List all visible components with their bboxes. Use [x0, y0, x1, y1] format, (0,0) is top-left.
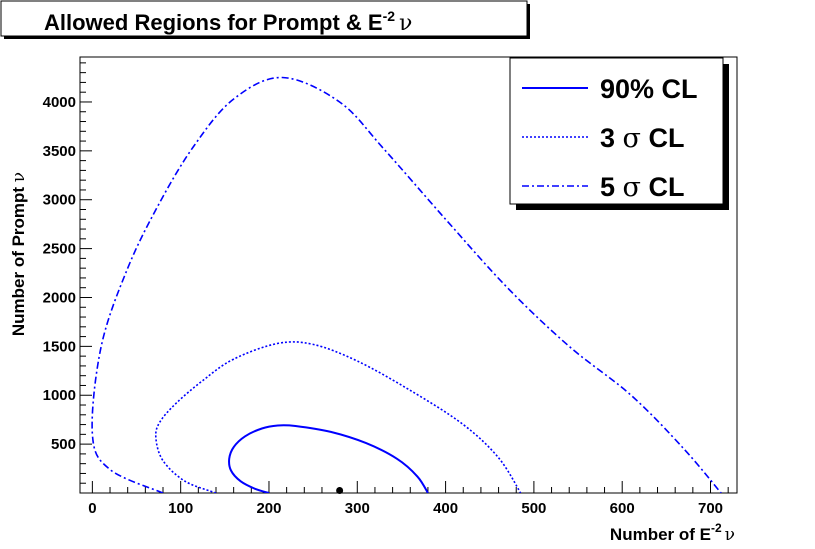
legend-label: 3 σ CL — [600, 123, 684, 154]
marker-layer — [336, 487, 344, 495]
chart-title-box: Allowed Regions for Prompt & E-2 ν — [0, 0, 530, 39]
x-tick-label: 700 — [698, 500, 723, 517]
y-tick-label: 2000 — [43, 289, 76, 306]
x-tick-label: 200 — [256, 500, 281, 517]
x-tick-label: 0 — [88, 500, 96, 517]
y-tick-label: 1500 — [43, 338, 76, 355]
x-tick-label: 400 — [433, 500, 458, 517]
y-axis: 500 1000 1500 2000 2500 3000 3500 4000 — [43, 62, 92, 484]
plot-frame — [79, 56, 738, 494]
x-axis: 0 100 200 300 400 500 600 700 — [88, 481, 729, 517]
sigma3-contour — [154, 341, 522, 493]
x-axis-title: Number of E-2 ν — [610, 521, 735, 545]
y-axis-title: Number of Prompt ν — [9, 172, 29, 336]
legend-label: 90% CL — [600, 74, 698, 104]
cl90-contour — [228, 424, 429, 493]
sigma5-contour — [91, 76, 722, 493]
series-layer — [91, 76, 722, 493]
legend-label: 5 σ CL — [600, 172, 684, 203]
x-tick-label: 600 — [610, 500, 635, 517]
y-tick-label: 4000 — [43, 94, 76, 111]
best-fit-point — [336, 487, 344, 495]
x-tick-label: 300 — [345, 500, 370, 517]
y-tick-label: 3500 — [43, 143, 76, 160]
x-tick-label: 500 — [521, 500, 546, 517]
y-tick-label: 2500 — [43, 241, 76, 258]
legend: 90% CL 3 σ CL 5 σ CL — [509, 57, 729, 210]
x-tick-label: 100 — [168, 500, 193, 517]
y-tick-label: 500 — [51, 436, 76, 453]
chart-title: Allowed Regions for Prompt & E-2 ν — [44, 8, 412, 36]
y-tick-label: 3000 — [43, 192, 76, 209]
y-tick-label: 1000 — [43, 387, 76, 404]
